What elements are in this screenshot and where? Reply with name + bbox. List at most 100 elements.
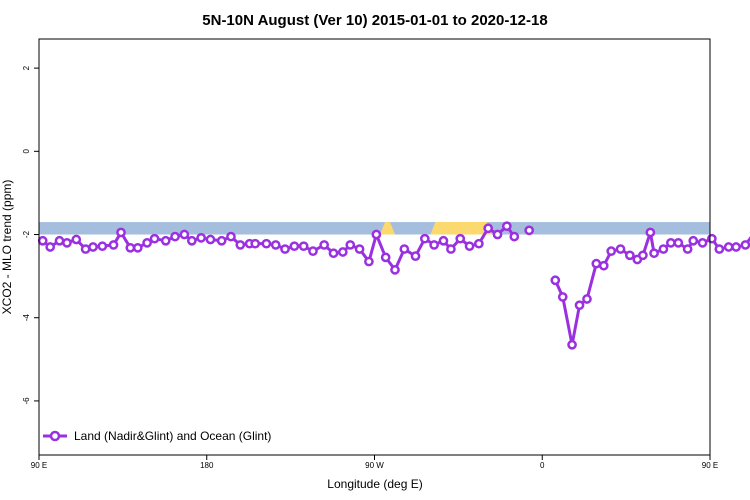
- y-tick-label: -6: [22, 397, 31, 405]
- data-point: [54, 235, 65, 246]
- data-point: [606, 246, 617, 257]
- land-band-segment: [430, 222, 492, 235]
- data-point: [673, 237, 684, 248]
- data-point: [371, 229, 382, 240]
- data-point: [410, 251, 421, 262]
- data-point: [509, 231, 520, 242]
- data-point: [501, 221, 512, 232]
- data-point: [196, 232, 207, 243]
- x-tick-label: 0: [540, 461, 545, 470]
- data-point: [216, 235, 227, 246]
- data-point: [550, 275, 561, 286]
- x-tick-label: 90 E: [702, 461, 718, 470]
- data-point: [308, 246, 318, 257]
- data-point: [582, 294, 592, 304]
- data-point: [615, 244, 626, 254]
- legend: Land (Nadir&Glint) and Ocean (Glint): [43, 429, 271, 443]
- data-point: [270, 240, 281, 250]
- data-point: [557, 292, 568, 302]
- y-tick-label: -2: [22, 230, 31, 238]
- series-layer: [37, 221, 750, 350]
- data-point: [149, 233, 160, 244]
- data-point: [625, 250, 635, 261]
- data-point: [438, 235, 449, 246]
- data-point: [170, 231, 180, 242]
- chart-title: 5N-10N August (Ver 10) 2015-01-01 to 202…: [202, 12, 547, 29]
- ocean-band: [39, 222, 710, 235]
- data-point: [142, 237, 152, 248]
- data-point: [179, 229, 190, 240]
- x-tick-label: 90 E: [31, 461, 47, 470]
- data-point: [45, 242, 56, 252]
- data-point: [125, 242, 136, 253]
- y-axis-label: XCO2 - MLO trend (ppm): [0, 180, 14, 315]
- data-point: [638, 250, 648, 261]
- data-point: [598, 260, 609, 271]
- data-point: [399, 244, 410, 254]
- land-band-segment: [380, 222, 396, 235]
- data-point: [37, 235, 48, 246]
- data-point: [261, 238, 272, 249]
- x-tick-label: 180: [200, 461, 214, 470]
- data-point: [71, 234, 82, 245]
- data-point: [250, 238, 261, 249]
- data-point: [682, 244, 693, 254]
- data-point: [492, 229, 503, 240]
- x-axis: 90 E 180 90 W 0 90 E: [31, 455, 718, 470]
- data-point: [186, 235, 197, 246]
- data-point: [390, 265, 400, 275]
- data-point: [731, 242, 741, 252]
- land-ocean-band: [39, 222, 710, 235]
- data-point: [666, 237, 676, 248]
- data-point: [714, 244, 725, 254]
- data-point: [298, 241, 309, 252]
- data-point: [235, 240, 246, 250]
- data-point: [707, 233, 717, 244]
- data-point: [688, 235, 699, 246]
- data-point: [116, 227, 126, 238]
- data-point: [658, 244, 669, 254]
- data-point: [108, 240, 119, 250]
- x-tick-label: 90 W: [365, 461, 384, 470]
- data-point: [380, 252, 391, 263]
- data-point: [354, 244, 365, 254]
- legend-label: Land (Nadir&Glint) and Ocean (Glint): [74, 429, 271, 443]
- data-point: [567, 339, 577, 350]
- data-point: [591, 258, 602, 269]
- data-point: [649, 248, 659, 259]
- data-point: [483, 223, 494, 234]
- x-axis-label: Longitude (deg E): [327, 477, 422, 491]
- data-point: [62, 237, 72, 248]
- data-point: [160, 235, 171, 246]
- data-point: [80, 244, 91, 254]
- y-tick-label: -4: [22, 314, 31, 322]
- data-point: [645, 227, 656, 238]
- data-point: [697, 237, 708, 248]
- data-point: [319, 240, 330, 250]
- data-point: [429, 240, 439, 250]
- y-tick-label: 0: [22, 149, 31, 154]
- y-tick-label: 2: [22, 65, 31, 70]
- data-point: [289, 241, 300, 252]
- data-point: [132, 242, 143, 253]
- data-point: [524, 225, 535, 236]
- data-point: [345, 240, 356, 250]
- data-point: [88, 242, 98, 252]
- y-axis: 2 0 -2 -4 -6: [22, 65, 39, 404]
- data-point: [226, 231, 236, 242]
- data-point: [419, 233, 430, 244]
- data-point: [446, 244, 456, 254]
- data-point: [723, 242, 734, 252]
- data-point: [328, 248, 339, 259]
- data-point: [464, 241, 475, 252]
- data-point: [574, 300, 585, 311]
- data-point: [455, 233, 466, 244]
- data-point: [97, 241, 108, 252]
- data-point: [474, 238, 484, 249]
- data-point: [205, 234, 216, 245]
- legend-marker-swatch: [49, 430, 61, 442]
- data-point: [740, 240, 750, 250]
- data-point: [337, 247, 348, 257]
- data-point: [280, 244, 290, 254]
